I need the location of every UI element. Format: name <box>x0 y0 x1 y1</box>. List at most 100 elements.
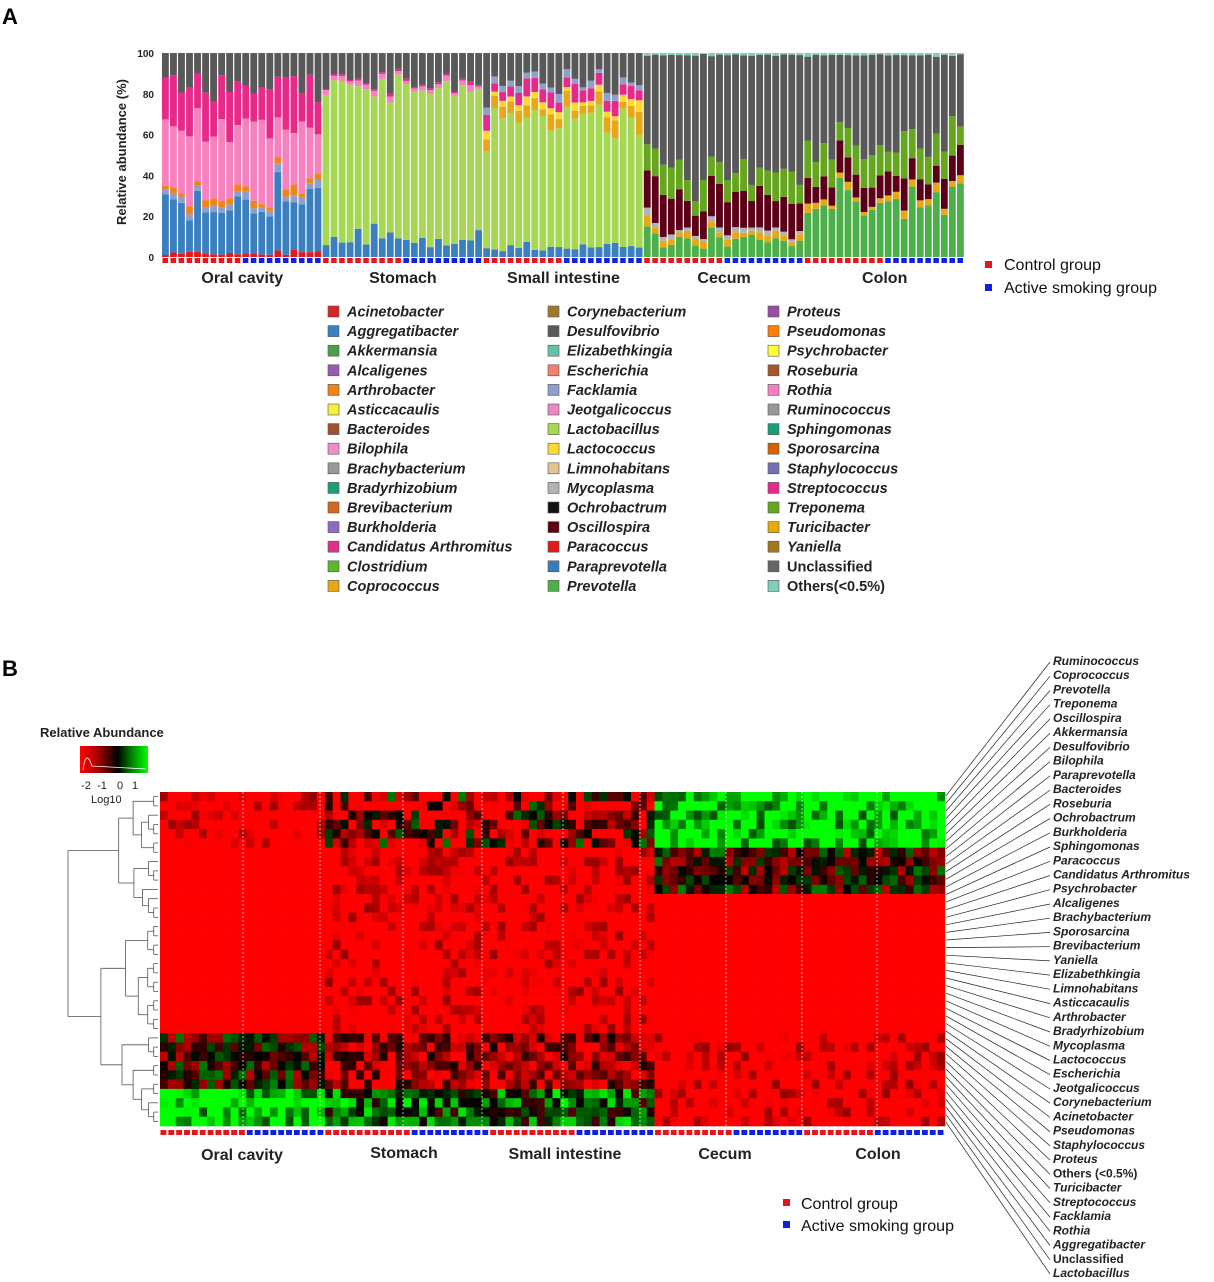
heatmap-cell <box>207 819 216 830</box>
heatmap-cell <box>356 1033 365 1043</box>
heatmap-cell <box>882 1023 891 1034</box>
heatmap-cell <box>803 847 812 858</box>
heatmap-cell <box>513 996 522 1006</box>
heatmap-cell <box>795 810 804 821</box>
heatmap-cell <box>301 866 310 876</box>
heatmap-cell <box>269 801 279 811</box>
bar-segment-coprococcus <box>860 212 868 216</box>
heatmap-cell <box>685 792 695 802</box>
heatmap-cell <box>615 986 624 997</box>
heatmap-cell <box>403 1070 412 1080</box>
heatmap-cell <box>607 894 616 904</box>
heatmap-cell <box>740 792 750 802</box>
heatmap-cell <box>262 1033 271 1043</box>
heatmap-cell <box>513 1079 522 1090</box>
heatmap-cell <box>670 884 679 895</box>
heatmap-cell <box>929 866 938 876</box>
heatmap-cell <box>811 1079 820 1090</box>
heatmap-cell <box>356 838 365 848</box>
bar-segment-coprococcus <box>764 235 772 243</box>
heatmap-cell <box>505 838 514 848</box>
heatmap-cell <box>497 819 506 830</box>
heatmap-cell <box>324 1079 333 1090</box>
heatmap-cell <box>293 1116 302 1127</box>
heatmap-cell <box>371 977 381 988</box>
heatmap-cell <box>678 996 687 1006</box>
heatmap-cell <box>803 1033 812 1043</box>
heatmap-dendrogram <box>67 796 158 1122</box>
heatmap-cell <box>890 931 899 941</box>
heatmap-cell <box>858 856 867 867</box>
heatmap-cell <box>536 1107 545 1118</box>
heatmap-cell <box>340 810 349 821</box>
bar-segment-oscillospira <box>683 200 691 228</box>
heatmap-cell <box>513 940 522 951</box>
heatmap-cell <box>505 856 514 867</box>
heatmap-cell <box>536 810 545 821</box>
heatmap-cell <box>426 866 436 876</box>
smoking-sample-marker <box>772 1130 779 1135</box>
bar-segment-coprococcus <box>691 238 699 246</box>
heatmap-cell <box>238 959 247 969</box>
heatmap-cell <box>332 847 341 858</box>
heatmap-cell <box>560 875 569 886</box>
heatmap-cell <box>638 1051 647 1062</box>
heatmap-cell <box>285 921 294 932</box>
heatmap-cell <box>411 921 420 932</box>
heatmap-cell <box>576 792 585 802</box>
heatmap-cell <box>269 1098 279 1108</box>
legend-label-yaniella: Yaniella <box>787 540 841 556</box>
heatmap-cell <box>387 884 396 895</box>
heatmap-cell <box>489 940 498 951</box>
bar-segment-treponema <box>651 148 659 177</box>
heatmap-cell <box>222 884 231 895</box>
heatmap-cell <box>364 968 373 978</box>
heatmap-cell <box>207 1014 216 1025</box>
heatmap-cell <box>387 856 396 867</box>
heatmap-cell <box>772 1014 781 1025</box>
bar-segment-streptococcus <box>483 114 491 131</box>
heatmap-cell <box>285 884 294 895</box>
control-sample-marker <box>325 1130 332 1135</box>
heatmap-cell <box>309 968 318 978</box>
row-label-others-0-5: Others (<0.5%) <box>1053 1166 1137 1180</box>
bar-segment-oscillospira <box>651 176 659 223</box>
bar-segment-streptococcus <box>274 76 282 118</box>
heatmap-cell <box>921 996 930 1006</box>
heatmap-cell <box>717 856 726 867</box>
bar-segment-others-0-5 <box>804 53 812 57</box>
bar-segment-desulfovibrio <box>732 54 739 174</box>
heatmap-cell <box>544 810 553 821</box>
heatmap-cell <box>364 949 373 960</box>
heatmap-cell <box>324 829 333 839</box>
smoking-sample-marker <box>623 1130 630 1135</box>
control-sample-marker <box>499 258 506 263</box>
heatmap-cell <box>293 1023 302 1034</box>
heatmap-cell <box>387 912 396 923</box>
heatmap-cell <box>607 884 616 895</box>
heatmap-cell <box>458 921 467 932</box>
heatmap-cell <box>536 875 545 886</box>
heatmap-cell <box>419 986 428 997</box>
heatmap-cell <box>474 875 483 886</box>
control-sample-marker <box>521 1130 528 1135</box>
heatmap-cell <box>725 894 734 904</box>
heatmap-cell <box>434 875 443 886</box>
heatmap-cell <box>238 986 247 997</box>
bar-segment-lactococcus <box>515 105 523 111</box>
smoking-sample-marker <box>572 258 578 263</box>
bar-segment-streptococcus <box>563 77 571 88</box>
heatmap-cell <box>733 1116 742 1127</box>
bar-segment-desulfovibrio <box>266 53 274 90</box>
bar-segment-treponema <box>764 170 772 195</box>
heatmap-cell <box>262 996 271 1006</box>
heatmap-cell <box>631 986 640 997</box>
heatmap-cell <box>654 856 663 867</box>
heatmap-cell <box>262 940 271 951</box>
heatmap-cell <box>937 894 946 904</box>
heatmap-cell <box>536 1098 545 1108</box>
heatmap-cell <box>450 996 459 1006</box>
control-sample-marker <box>670 1130 677 1135</box>
heatmap-cell <box>921 792 930 802</box>
heatmap-cell <box>371 903 381 913</box>
